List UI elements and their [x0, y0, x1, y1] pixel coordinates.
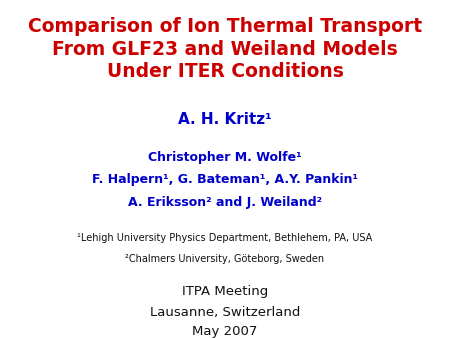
Text: A. H. Kritz¹: A. H. Kritz¹	[178, 113, 272, 127]
Text: Comparison of Ion Thermal Transport
From GLF23 and Weiland Models
Under ITER Con: Comparison of Ion Thermal Transport From…	[28, 17, 422, 81]
Text: May 2007: May 2007	[192, 325, 258, 338]
Text: ²Chalmers University, Göteborg, Sweden: ²Chalmers University, Göteborg, Sweden	[126, 254, 324, 264]
Text: F. Halpern¹, G. Bateman¹, A.Y. Pankin¹: F. Halpern¹, G. Bateman¹, A.Y. Pankin¹	[92, 173, 358, 186]
Text: ¹Lehigh University Physics Department, Bethlehem, PA, USA: ¹Lehigh University Physics Department, B…	[77, 233, 373, 243]
Text: A. Eriksson² and J. Weiland²: A. Eriksson² and J. Weiland²	[128, 196, 322, 209]
Text: Christopher M. Wolfe¹: Christopher M. Wolfe¹	[148, 151, 302, 164]
Text: ITPA Meeting: ITPA Meeting	[182, 285, 268, 298]
Text: Lausanne, Switzerland: Lausanne, Switzerland	[150, 306, 300, 319]
